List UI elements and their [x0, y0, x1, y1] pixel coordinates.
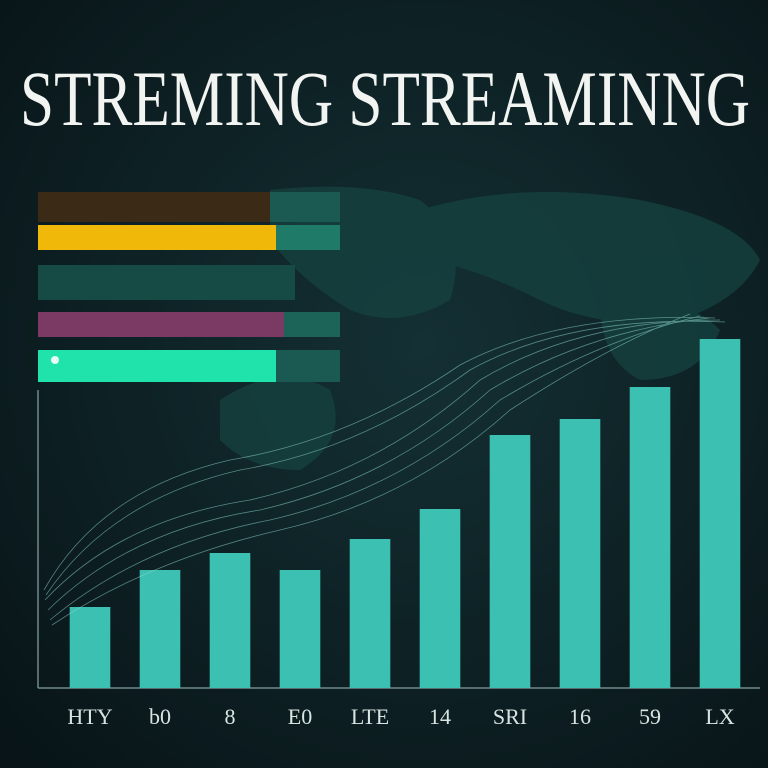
- x-tick-label: 59: [639, 704, 661, 729]
- chart-title: STREMING STREAMINNG: [20, 55, 750, 142]
- bar: [139, 570, 181, 688]
- bar: [279, 570, 321, 688]
- x-tick-label: b0: [149, 704, 171, 729]
- bar: [69, 607, 111, 688]
- bar: [209, 553, 251, 688]
- x-tick-label: 14: [429, 704, 451, 729]
- x-tick-label: 8: [225, 704, 236, 729]
- x-tick-label: E0: [288, 704, 312, 729]
- bar: [349, 539, 391, 688]
- bar: [629, 387, 671, 688]
- x-tick-label: HTY: [67, 704, 112, 729]
- bar: [699, 339, 741, 688]
- wave-decoration: [43, 313, 726, 626]
- x-tick-label: LX: [705, 704, 734, 729]
- bars: [69, 339, 741, 688]
- x-tick-label: 16: [569, 704, 591, 729]
- x-tick-label: SRI: [493, 704, 527, 729]
- bar: [559, 419, 601, 688]
- bar: [489, 435, 531, 688]
- x-tick-label: LTE: [351, 704, 389, 729]
- bar: [419, 509, 461, 688]
- legend-decoration: [38, 192, 340, 382]
